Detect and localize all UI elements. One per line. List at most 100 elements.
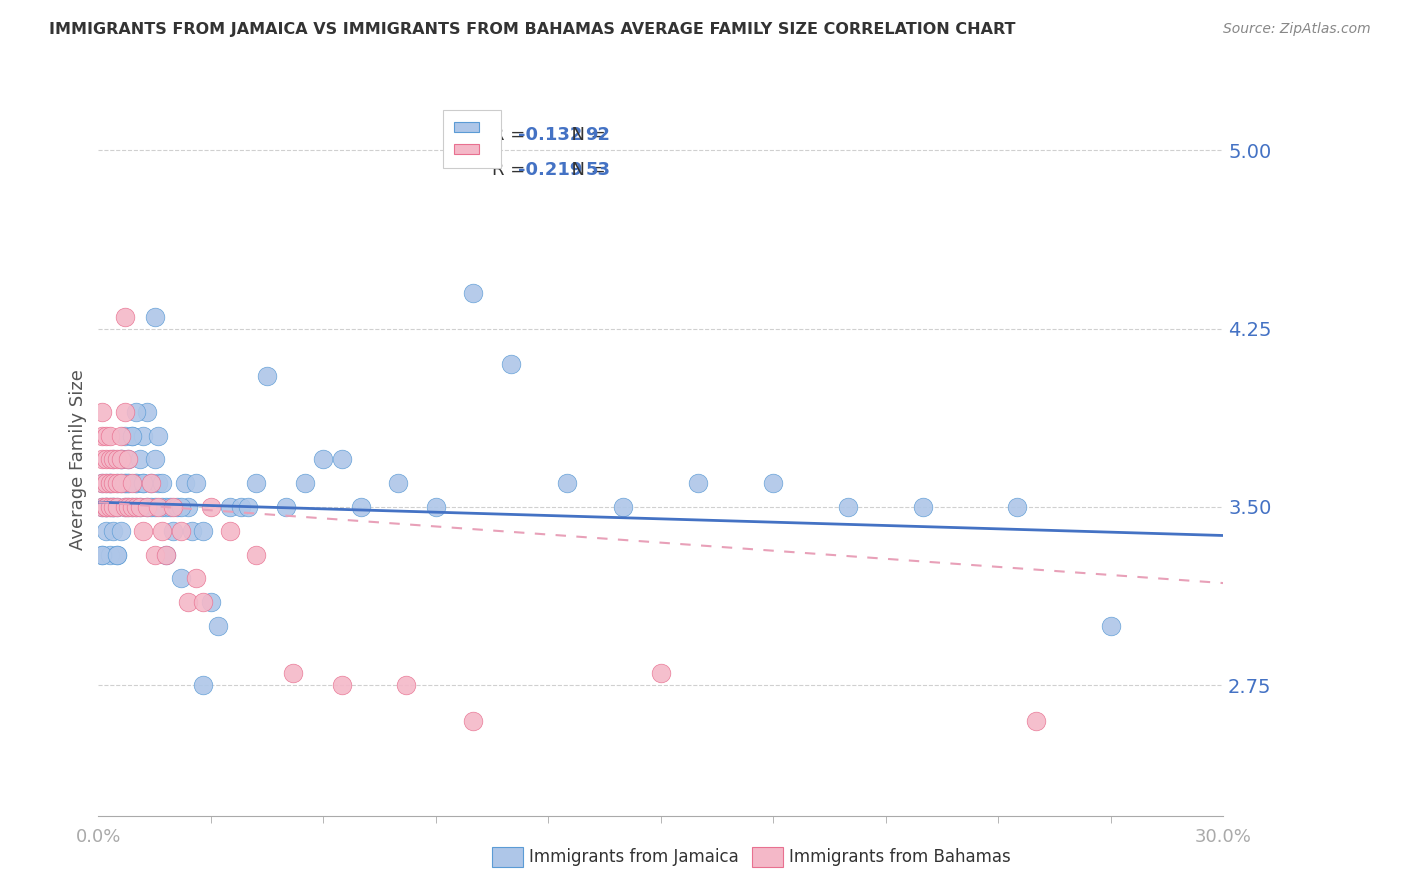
Point [155,500,177,514]
Point [650,666,672,681]
Point [110,428,132,442]
Point [114,500,136,514]
Point [114,428,136,442]
Point [387,476,409,491]
Point [110,452,132,467]
Text: N =: N = [560,161,612,179]
Point [125,476,148,491]
Point [94,476,117,491]
Point [98,548,121,562]
Point [139,476,162,491]
Point [207,619,229,633]
Point [256,369,278,384]
Point [128,500,150,514]
Point [103,452,125,467]
Point [114,476,136,491]
Point [91,548,114,562]
Point [218,524,240,538]
Point [283,666,305,681]
Point [110,476,132,491]
Point [103,452,125,467]
Point [136,405,159,419]
Point [150,476,173,491]
Point [91,428,114,442]
Point [555,476,578,491]
Point [105,548,128,562]
Point [94,428,117,442]
Point [173,476,195,491]
Point [200,595,222,609]
Point [128,500,150,514]
Text: Immigrants from Jamaica: Immigrants from Jamaica [529,848,738,866]
Point [463,285,485,300]
Point [110,476,132,491]
Text: R =: R = [492,126,531,144]
Point [150,500,173,514]
Point [121,476,143,491]
Point [91,476,114,491]
Point [117,476,139,491]
Point [150,524,173,538]
Point [155,548,177,562]
Point [218,500,240,514]
Point [499,357,522,371]
Point [91,548,114,562]
Point [91,405,114,419]
Point [128,452,150,467]
Point [105,452,128,467]
Point [121,500,143,514]
Point [98,452,121,467]
Point [121,500,143,514]
Point [330,678,353,692]
Point [177,500,200,514]
Point [94,500,117,514]
Point [238,500,260,514]
Text: 92: 92 [585,126,610,144]
Point [162,524,184,538]
Point [229,500,252,514]
Point [193,595,215,609]
Text: R =: R = [492,161,531,179]
Point [117,452,139,467]
Point [143,452,166,467]
Point [105,500,128,514]
Text: Source: ZipAtlas.com: Source: ZipAtlas.com [1223,22,1371,37]
Point [1025,714,1047,728]
Point [98,476,121,491]
Point [350,500,373,514]
Point [103,500,125,514]
Point [181,524,204,538]
Point [245,476,267,491]
Point [114,500,136,514]
Point [98,500,121,514]
Point [98,500,121,514]
Point [170,500,193,514]
Point [125,476,148,491]
Point [91,500,114,514]
Point [143,548,166,562]
Point [148,500,170,514]
Point [94,500,117,514]
Point [103,500,125,514]
Point [274,500,297,514]
Point [184,476,207,491]
Point [1005,500,1028,514]
Point [143,310,166,324]
Point [294,476,316,491]
Point [114,476,136,491]
Y-axis label: Average Family Size: Average Family Size [69,369,87,549]
Point [139,500,162,514]
Point [114,310,136,324]
Point [103,500,125,514]
Point [117,500,139,514]
Point [148,476,170,491]
Point [125,500,148,514]
Point [110,452,132,467]
Point [162,500,184,514]
Point [155,548,177,562]
Point [132,476,155,491]
Text: IMMIGRANTS FROM JAMAICA VS IMMIGRANTS FROM BAHAMAS AVERAGE FAMILY SIZE CORRELATI: IMMIGRANTS FROM JAMAICA VS IMMIGRANTS FR… [49,22,1015,37]
Point [98,476,121,491]
Point [117,452,139,467]
Point [94,500,117,514]
